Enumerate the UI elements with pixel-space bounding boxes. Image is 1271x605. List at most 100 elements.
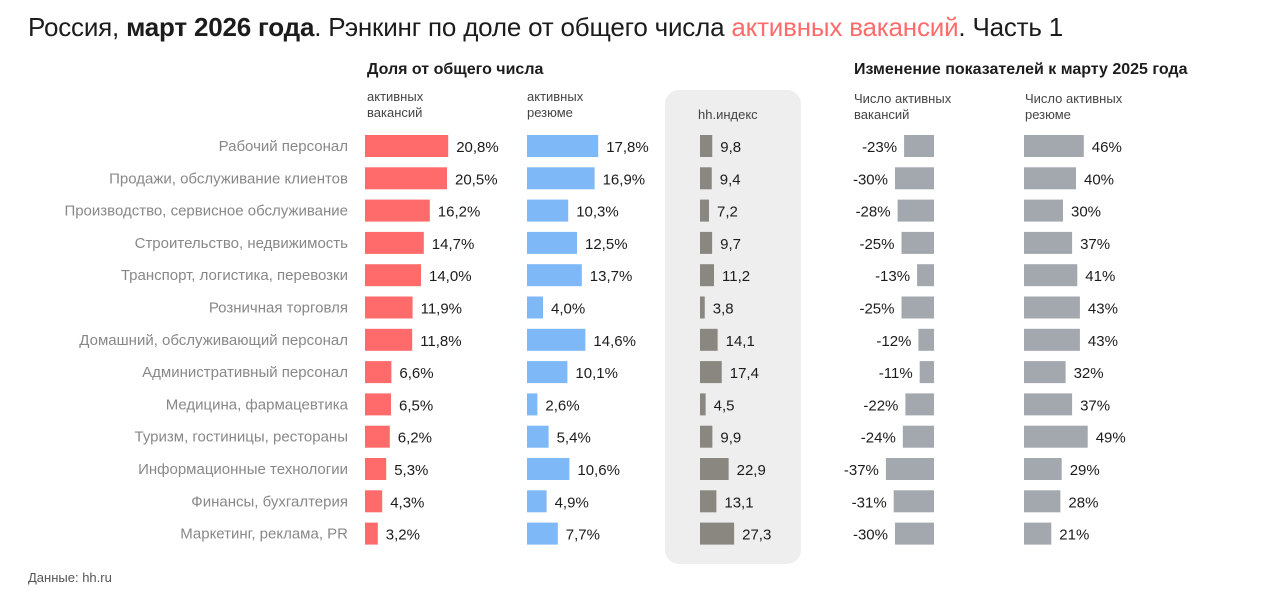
category-label: Маркетинг, реклама, PR xyxy=(180,526,348,543)
hh-index-bar xyxy=(700,425,713,448)
resumes-change-bar xyxy=(1024,522,1052,545)
resumes-change-bar xyxy=(1024,231,1073,254)
resumes-change-bar xyxy=(1024,328,1080,351)
resumes-bar xyxy=(527,393,538,416)
vacancies-change-value-label: -30% xyxy=(853,171,888,188)
change-group-title: Изменение показателей к марту 2025 года xyxy=(854,61,1188,78)
resumes-bar xyxy=(527,522,558,545)
resumes-value-label: 17,8% xyxy=(606,139,649,156)
vacancies-bar xyxy=(365,328,413,351)
resumes-change-value-label: 37% xyxy=(1080,397,1110,414)
hh-index-bar xyxy=(700,199,709,222)
resumes-bar xyxy=(527,328,586,351)
vacancies-value-label: 5,3% xyxy=(394,462,428,479)
hh-index-value-label: 13,1 xyxy=(724,494,753,511)
vacancies-bar xyxy=(365,458,387,480)
resumes-value-label: 13,7% xyxy=(590,268,633,285)
vacancies-value-label: 11,8% xyxy=(420,333,461,350)
vacancies-change-bar xyxy=(905,393,934,416)
hh-index-bar xyxy=(700,135,713,157)
vacancies-value-label: 11,9% xyxy=(421,301,462,318)
hh-index-bar xyxy=(700,393,706,416)
vacancies-bar xyxy=(365,135,449,157)
vacancies-value-label: 14,0% xyxy=(429,268,472,285)
vacancies-bar xyxy=(365,167,447,190)
resumes-value-label: 10,6% xyxy=(577,462,620,479)
resumes-change-bar xyxy=(1024,393,1073,416)
hh-index-bar xyxy=(700,458,729,480)
vacancies-bar xyxy=(365,199,430,222)
resumes-value-label: 14,6% xyxy=(593,333,636,350)
resumes-value-label: 12,5% xyxy=(585,236,628,253)
category-label: Административный персонал xyxy=(142,364,348,381)
resumes-bar xyxy=(527,135,599,157)
hh-index-value-label: 3,8 xyxy=(713,301,734,318)
category-label: Транспорт, логистика, перевозки xyxy=(121,267,348,284)
resumes-value-label: 7,7% xyxy=(566,527,600,544)
vacancies-value-label: 16,2% xyxy=(438,204,481,221)
vacancies-bar xyxy=(365,425,390,448)
vacancies-value-label: 4,3% xyxy=(390,494,424,511)
vacancies-change-bar xyxy=(901,296,934,319)
hh-index-bar xyxy=(700,522,735,545)
vacancies-column-header: активных вакансий xyxy=(367,89,424,120)
category-label: Продажи, обслуживание клиентов xyxy=(109,170,348,187)
vacancies-bar xyxy=(365,264,421,287)
resumes-change-value-label: 41% xyxy=(1085,268,1115,285)
chart-title: Россия, март 2026 года. Рэнкинг по доле … xyxy=(28,12,1063,43)
vacancies-change-value-label: -25% xyxy=(859,301,894,318)
vacancies-change-value-label: -24% xyxy=(861,430,896,447)
vacancies-change-value-label: -28% xyxy=(856,204,891,221)
share-group-title: Доля от общего числа xyxy=(367,61,544,78)
hh-index-value-label: 14,1 xyxy=(726,333,755,350)
category-label: Финансы, бухгалтерия xyxy=(191,493,348,510)
resumes-change-bar xyxy=(1024,361,1066,384)
vacancies-bar xyxy=(365,393,391,416)
resumes-bar xyxy=(527,425,549,448)
vacancies-change-bar xyxy=(919,361,934,384)
resumes-change-value-label: 40% xyxy=(1084,171,1114,188)
category-label: Информационные технологии xyxy=(138,461,348,478)
vacancies-change-value-label: -37% xyxy=(844,462,879,479)
hh-index-value-label: 11,2 xyxy=(722,268,750,285)
vacancies-change-value-label: -22% xyxy=(863,397,898,414)
vacancies-change-bar xyxy=(902,425,934,448)
hh-index-value-label: 9,8 xyxy=(720,139,741,156)
data-source: Данные: hh.ru xyxy=(28,570,112,585)
resumes-change-value-label: 28% xyxy=(1068,494,1098,511)
resumes-change-value-label: 30% xyxy=(1071,204,1101,221)
vacancies-change-value-label: -30% xyxy=(853,527,888,544)
hh-index-bar xyxy=(700,231,713,254)
resumes-bar xyxy=(527,167,595,190)
resumes-bar xyxy=(527,458,570,480)
vacancies-value-label: 20,8% xyxy=(456,139,499,156)
resumes-change-value-label: 43% xyxy=(1088,333,1118,350)
vacancies-value-label: 6,6% xyxy=(399,365,433,382)
category-label: Рабочий персонал xyxy=(219,138,348,155)
resumes-value-label: 10,1% xyxy=(575,365,618,382)
vacancies-change-value-label: -13% xyxy=(875,268,910,285)
resumes-change-bar xyxy=(1024,296,1080,319)
vacancies-bar xyxy=(365,361,392,384)
title-text: . Рэнкинг по доле от общего числа xyxy=(314,12,732,42)
hh-index-value-label: 4,5 xyxy=(714,397,735,414)
vacancies-change-bar xyxy=(895,167,934,190)
resumes-change-value-label: 49% xyxy=(1096,430,1126,447)
resumes-value-label: 16,9% xyxy=(603,171,646,188)
title-highlight: активных вакансий xyxy=(731,12,959,42)
vacancies-change-bar xyxy=(917,264,934,287)
vacancies-change-bar xyxy=(895,522,934,545)
vacancies-value-label: 6,2% xyxy=(398,430,432,447)
vacancies-change-value-label: -11% xyxy=(879,365,913,382)
resumes-bar xyxy=(527,296,543,319)
resumes-value-label: 10,3% xyxy=(576,204,619,221)
resumes-change-bar xyxy=(1024,199,1063,222)
vacancies-value-label: 3,2% xyxy=(386,527,420,544)
vacancies-bar xyxy=(365,522,378,545)
vacancies-change-bar xyxy=(893,490,934,513)
vacancies-value-label: 14,7% xyxy=(432,236,475,253)
resumes-change-value-label: 46% xyxy=(1092,139,1122,156)
resumes-change-column-header: Число активных резюме xyxy=(1025,91,1123,122)
resumes-change-bar xyxy=(1024,490,1061,513)
